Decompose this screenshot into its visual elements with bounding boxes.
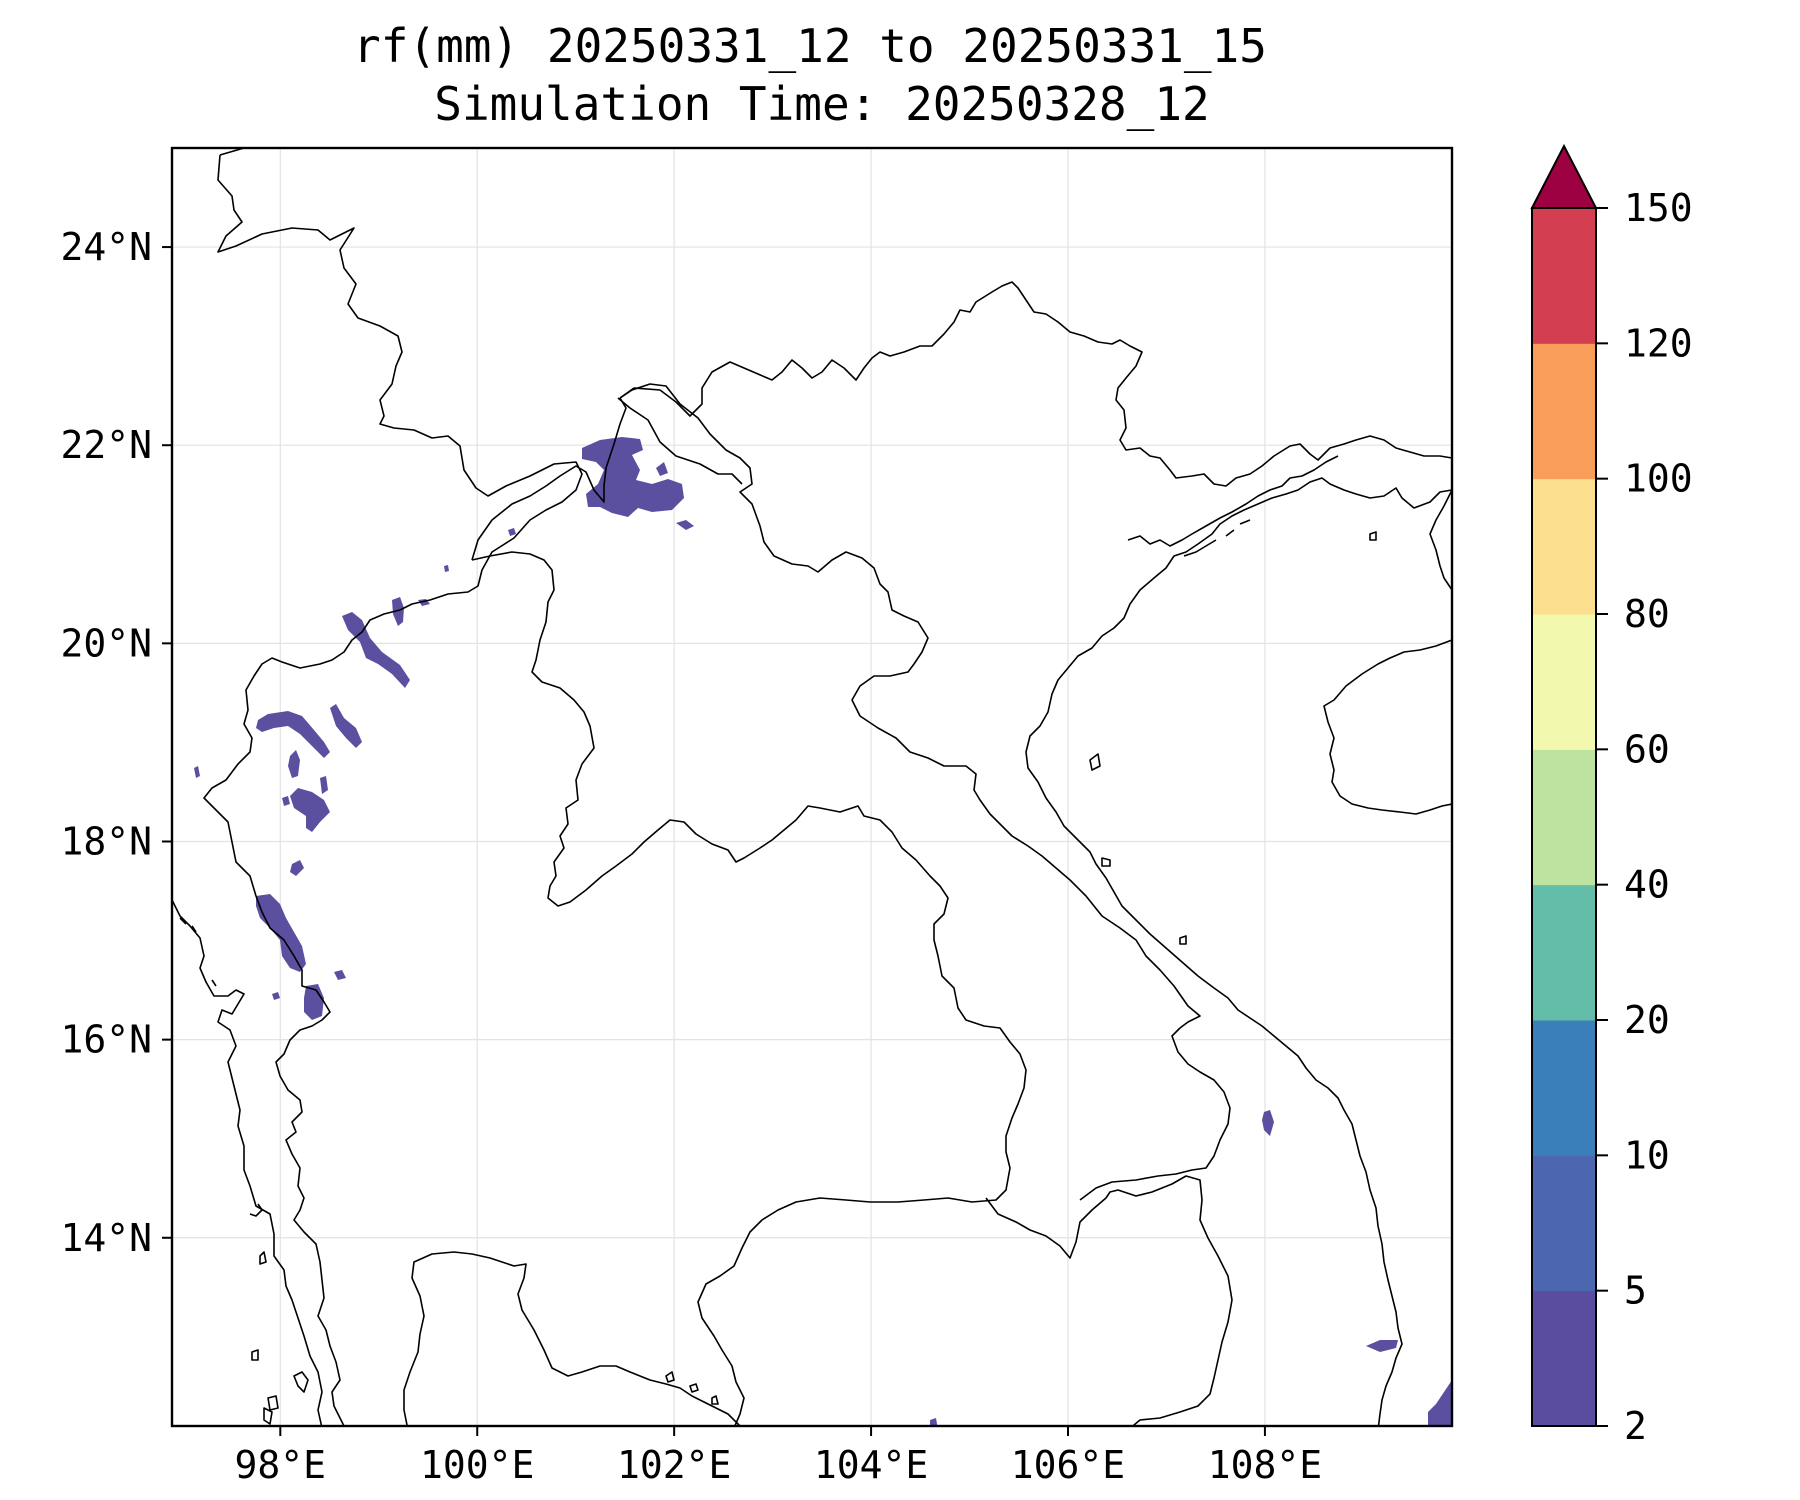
coastline [1127,455,1339,557]
colorbar-tick-label: 120 [1624,321,1693,365]
map-frame [170,146,1454,1428]
colorbar-tick-label: 10 [1624,1133,1670,1177]
rain-patch [256,711,330,758]
rain-patch [508,528,516,536]
colorbar-extend-arrow [1530,143,1598,209]
rain-patch [320,776,328,794]
longitude-ticks: 98°E 100°E 102°E 104°E 106°E 108°E [235,1426,1322,1487]
colorbar-tick-label: 2 [1624,1404,1647,1448]
rain-patch [288,750,300,778]
country-border [619,383,1231,1201]
rain-patch [304,984,324,1020]
colorbar-segment [1532,1155,1596,1292]
colorbar-tick-label: 5 [1624,1269,1647,1313]
title-line-2: Simulation Time: 20250328_12 [434,77,1209,131]
colorbar-frame [1531,207,1597,1427]
lon-tick-label: 98°E [235,1443,327,1487]
colorbar-tick-label: 150 [1624,186,1693,230]
lon-tick-label: 104°E [814,1443,928,1487]
rain-patch [1428,1380,1452,1426]
colorbar-tick-label: 100 [1624,457,1693,501]
country-border [617,281,1452,487]
title-line-1: rf(mm) 20250331_12 to 20250331_15 [353,19,1267,73]
rain-patch [444,565,449,572]
colorbar-segment [1532,749,1596,886]
gridlines [172,148,1452,1426]
rain-patch [330,704,362,748]
colorbar-tick-label: 60 [1624,727,1670,771]
rain-patch [290,860,304,876]
country-border [471,551,1027,1426]
rain-patch [930,1418,938,1426]
latitude-ticks: 24°N 22°N 20°N 18°N 16°N 14°N [60,225,172,1260]
coastline [1323,489,1452,815]
lat-tick-label: 22°N [60,423,152,467]
lon-tick-label: 100°E [420,1443,534,1487]
rain-patch [676,520,694,530]
rain-patch [334,970,346,980]
colorbar-segment [1532,1290,1596,1427]
coastline [172,899,323,1426]
rain-patch [282,796,290,806]
rain-patch [290,788,330,832]
rain-patch [272,992,280,1000]
island [665,1371,719,1405]
colorbar-tick-label: 20 [1624,998,1670,1042]
rain-patch [342,612,410,688]
rainfall-patches [194,437,1452,1426]
colorbar-segment [1532,478,1596,615]
rain-patch [194,766,200,778]
colorbar-segment [1532,1020,1596,1156]
island [251,1251,309,1425]
lon-tick-label: 108°E [1208,1443,1322,1487]
colorbar-segment [1532,884,1596,1021]
lon-tick-label: 102°E [617,1443,731,1487]
lat-tick-label: 20°N [60,621,152,665]
colorbar-tick-label: 40 [1624,863,1670,907]
rain-patch [1366,1340,1398,1352]
rain-patch [582,437,684,517]
lat-tick-label: 24°N [60,225,152,269]
colorbar: 2 5 10 20 40 60 80 100 120 150 [1530,143,1693,1448]
colorbar-segment [1532,614,1596,750]
country-border [985,1175,1233,1426]
country-border [471,397,627,561]
lat-tick-label: 14°N [60,1216,152,1260]
colorbar-tick-label: 80 [1624,592,1670,636]
island [1089,531,1377,945]
colorbar-segment [1532,208,1596,344]
rain-patch [392,597,404,626]
rain-patch [1262,1110,1274,1136]
coastline [403,1251,741,1426]
lon-tick-label: 106°E [1011,1443,1125,1487]
coastline [1025,477,1452,1426]
lat-tick-label: 16°N [60,1018,152,1062]
map-panel: 98°E 100°E 102°E 104°E 106°E 108°E 24°N 22°N 20… [60,146,1454,1487]
lat-tick-label: 18°N [60,819,152,863]
rain-patch [256,894,306,972]
colorbar-segment [1532,343,1596,480]
rain-patch [656,462,668,476]
coastline [179,917,263,1217]
